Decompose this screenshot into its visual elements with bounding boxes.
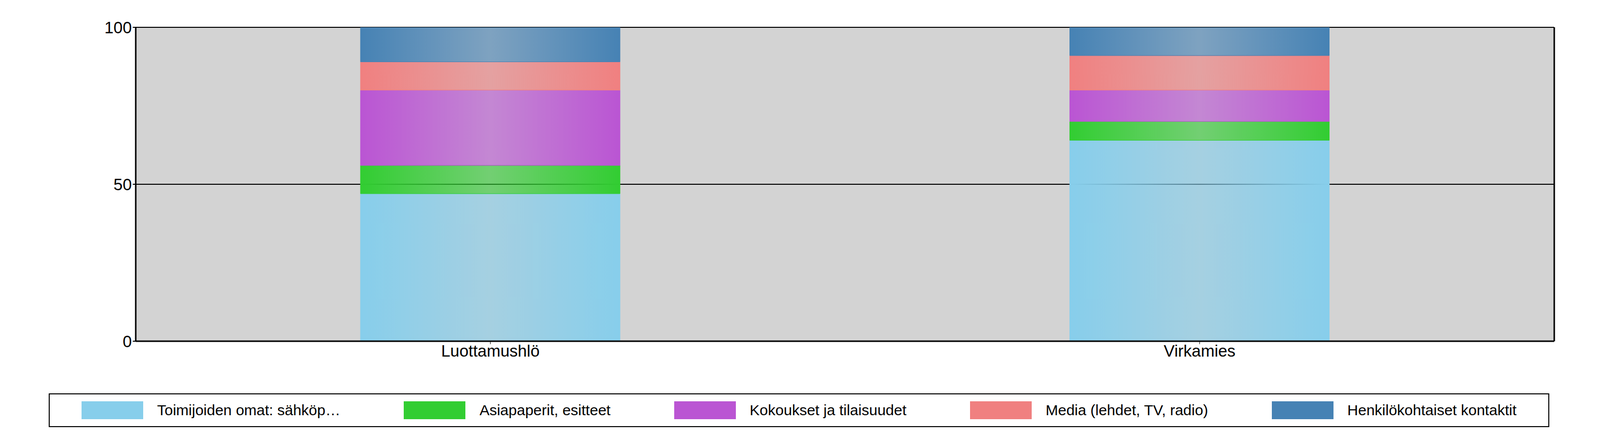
html-text:Asiapaperit, esitteet: Asiapaperit, esitteet [479, 402, 611, 419]
html-text:Henkilökohtaiset kontaktit: Henkilökohtaiset kontaktit [1347, 402, 1517, 419]
svg-text:100: 100 [104, 18, 132, 37]
svg-text:50: 50 [113, 175, 132, 194]
svg-text:Virkamies: Virkamies [1163, 342, 1236, 361]
svg-text:Luottamushlö: Luottamushlö [441, 342, 540, 361]
svg-text:0: 0 [122, 332, 132, 352]
html-text:Kokoukset ja tilaisuudet: Kokoukset ja tilaisuudet [749, 402, 907, 419]
html-text:Toimijoiden omat: sähköp…: Toimijoiden omat: sähköp… [157, 402, 341, 419]
html-text:Media (lehdet, TV, radio): Media (lehdet, TV, radio) [1045, 402, 1209, 419]
